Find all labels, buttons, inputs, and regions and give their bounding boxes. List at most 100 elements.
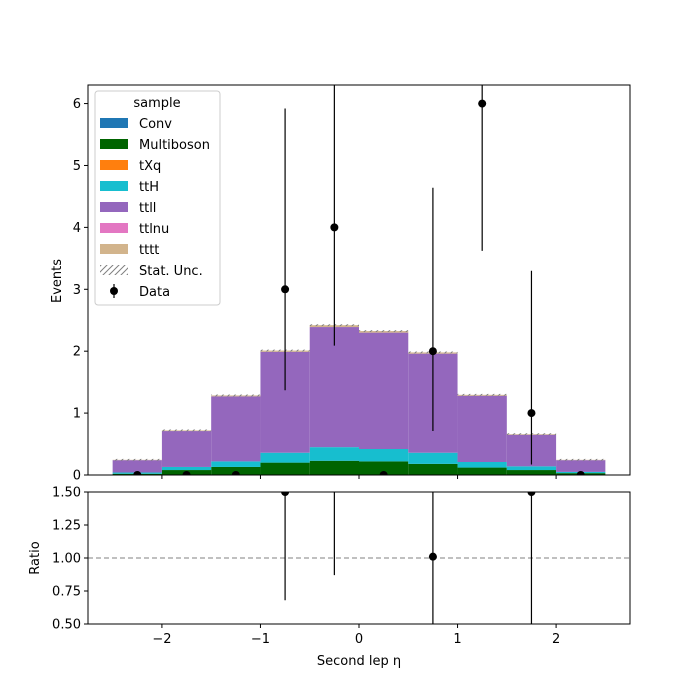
legend-label-conv: Conv: [139, 117, 172, 132]
legend-item-stat-unc: Stat. Unc.: [100, 264, 203, 279]
ratio-y-tick-label-0: 0.50: [52, 618, 81, 633]
legend-item-ttlnu: ttlnu: [100, 222, 169, 237]
legend-label-txq: tXq: [139, 159, 161, 174]
ratio-point-2: [428, 552, 437, 561]
y-tick-label-2: 2: [73, 345, 81, 360]
legend-data-marker: [110, 287, 118, 295]
ratio-y-tick-label-1: 0.75: [52, 585, 81, 600]
legend-item-ttll: ttll: [100, 201, 156, 216]
legend-swatch-ttlnu: [100, 223, 128, 233]
ratio-points: [281, 492, 536, 624]
legend-label-stat-unc: Stat. Unc.: [139, 264, 203, 279]
y-tick-label-5: 5: [73, 159, 81, 174]
legend-label-multiboson: Multiboson: [139, 138, 210, 153]
data-point-7: [478, 99, 487, 108]
legend-item-data: Data: [110, 284, 170, 300]
data-point-8: [527, 409, 536, 418]
bar-ttll-bin-9: [556, 460, 606, 472]
bar-ttll-bin-1: [161, 431, 212, 467]
stat-unc-bin-2: [211, 394, 261, 397]
bar-ttll-bin-2: [211, 396, 261, 462]
legend-label-data: Data: [139, 285, 170, 300]
legend-label-tth: ttH: [139, 180, 159, 195]
ratio-x-ticks: −2 −1 0 1 2: [152, 624, 560, 647]
legend-item-multiboson: Multiboson: [100, 138, 210, 153]
y-tick-label-6: 6: [73, 97, 81, 112]
legend-swatch-ttll: [100, 202, 128, 212]
bar-multiboson-bin-3: [260, 462, 310, 475]
bar-multiboson-bin-2: [211, 466, 261, 475]
legend-swatch-conv: [100, 118, 128, 128]
series-ttll: [112, 327, 606, 473]
legend-swatch-txq: [100, 160, 128, 170]
bar-ttll-bin-7: [457, 395, 507, 462]
x-tick-label-2: 0: [355, 632, 363, 647]
data-point-9: [576, 471, 585, 475]
bar-tth-bin-3: [260, 452, 310, 463]
data-point-3: [281, 285, 290, 294]
stat-unc-bin-1: [161, 429, 212, 432]
ratio-y-tick-label-2: 1.00: [52, 552, 81, 567]
bar-tth-bin-1: [161, 466, 212, 471]
x-axis-label: Second lep η: [317, 654, 401, 669]
y-tick-label-1: 1: [73, 407, 81, 422]
bar-tth-bin-5: [359, 449, 409, 462]
ratio-y-axis-label: Ratio: [28, 541, 43, 574]
stacked-histogram: [112, 325, 606, 475]
data-points: [133, 85, 585, 475]
legend-swatch-tth: [100, 181, 128, 191]
x-tick-label-1: −1: [251, 632, 270, 647]
legend-item-txq: tXq: [100, 159, 161, 174]
y-tick-label-0: 0: [73, 469, 81, 484]
legend-title: sample: [133, 96, 180, 111]
stat-unc-bin-7: [457, 393, 507, 396]
legend-item-conv: Conv: [100, 117, 172, 132]
bar-multiboson-bin-6: [408, 463, 458, 475]
main-y-ticks: 0 1 2 3 4 5 6: [73, 97, 88, 484]
y-tick-label-4: 4: [73, 221, 81, 236]
data-point-0: [133, 471, 142, 475]
data-point-1: [182, 471, 191, 475]
ratio-point-0: [281, 492, 290, 496]
legend-items: Conv Multiboson tXq ttH ttll ttlnu tttt Stat. U…: [100, 117, 210, 300]
legend-swatch-multiboson: [100, 139, 128, 149]
y-axis-label: Events: [50, 259, 65, 303]
ratio-panel: −2 −1 0 1 2 0.50 0.75 1.00 1.25 1.50 Ratio Secon…: [28, 486, 631, 669]
bar-tth-bin-8: [506, 466, 557, 471]
legend-label-ttlnu: ttlnu: [139, 222, 169, 237]
bar-tth-bin-4: [309, 447, 359, 461]
ratio-y-tick-label-3: 1.25: [52, 519, 81, 534]
legend-item-tth: ttH: [100, 180, 159, 195]
bar-multiboson-bin-8: [506, 470, 557, 475]
main-x-ticks: [161, 475, 557, 479]
data-point-2: [231, 471, 240, 475]
bar-multiboson-bin-4: [309, 460, 359, 475]
ratio-point-3: [527, 492, 536, 496]
bar-tth-bin-7: [457, 462, 507, 468]
x-tick-label-0: −2: [152, 632, 171, 647]
bar-multiboson-bin-5: [359, 461, 409, 475]
bar-tth-bin-6: [408, 452, 458, 464]
legend: sample Conv Multiboson tXq ttH ttll ttlnu tttt…: [94, 90, 221, 306]
legend-item-tttt: tttt: [100, 243, 159, 258]
bar-multiboson-bin-7: [457, 467, 507, 475]
main-panel: 0 1 2 3 4 5 6 Events: [50, 84, 631, 484]
data-point-6: [428, 347, 437, 356]
bar-tth-bin-2: [211, 461, 261, 467]
stat-unc-bin-0: [112, 458, 162, 461]
data-point-5: [379, 471, 388, 475]
bar-ttll-bin-4: [309, 327, 359, 448]
stat-unc-bin-5: [359, 330, 409, 332]
legend-label-tttt: tttt: [139, 243, 159, 258]
ratio-y-tick-label-4: 1.50: [52, 486, 81, 501]
x-tick-label-3: 1: [453, 632, 461, 647]
bar-ttll-bin-5: [359, 332, 409, 449]
x-tick-label-4: 2: [552, 632, 560, 647]
series-tth: [112, 447, 606, 474]
legend-label-ttll: ttll: [139, 201, 156, 216]
stat-unc-bin-9: [556, 458, 606, 461]
legend-swatch-stat-unc: [100, 265, 128, 275]
data-point-4: [330, 223, 339, 232]
ratio-y-ticks: 0.50 0.75 1.00 1.25 1.50: [52, 486, 88, 633]
